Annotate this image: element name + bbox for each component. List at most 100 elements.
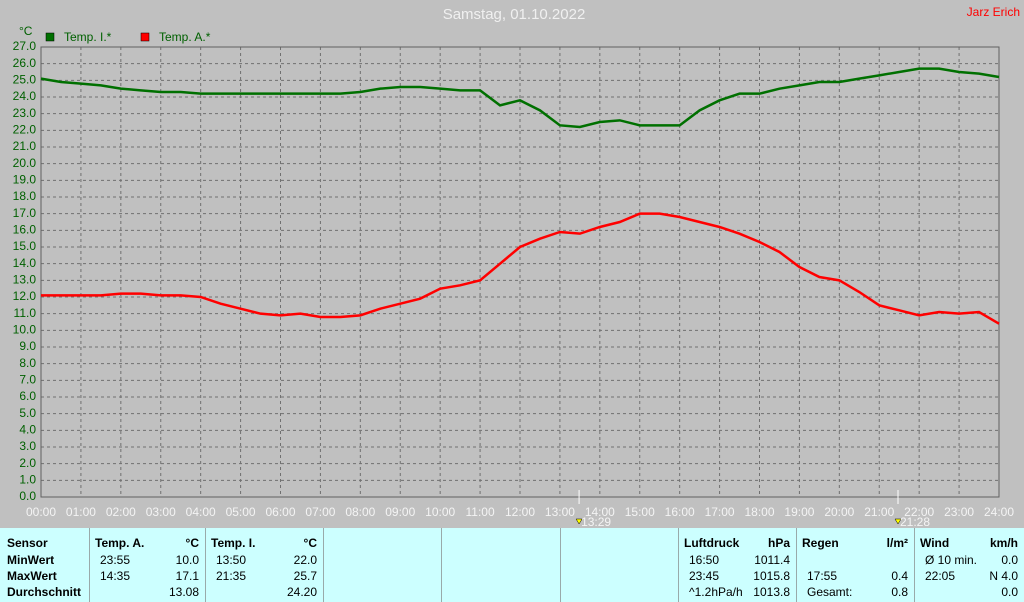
row-label: Durchschnitt bbox=[7, 585, 82, 599]
x-tick-label: 04:00 bbox=[186, 505, 216, 519]
x-tick-label: 10:00 bbox=[425, 505, 455, 519]
y-tick-label: 3.0 bbox=[19, 439, 36, 453]
x-tick-label: 22:00 bbox=[904, 505, 934, 519]
y-tick-label: 12.0 bbox=[13, 289, 37, 303]
cell-value: 22.0 bbox=[293, 553, 317, 567]
x-tick-label: 05:00 bbox=[226, 505, 256, 519]
column-divider bbox=[914, 528, 915, 602]
x-tick-label: 08:00 bbox=[345, 505, 375, 519]
cell-value: 1015.8 bbox=[753, 569, 790, 583]
cell-time: 23:55 bbox=[100, 553, 131, 567]
cell-time: Gesamt: bbox=[807, 585, 853, 599]
row-label: MaxWert bbox=[7, 569, 57, 583]
x-tick-label: 24:00 bbox=[984, 505, 1014, 519]
author: Jarz Erich bbox=[967, 5, 1020, 19]
x-tick-label: 23:00 bbox=[944, 505, 974, 519]
y-tick-label: 24.0 bbox=[13, 89, 37, 103]
y-tick-label: 13.0 bbox=[13, 273, 37, 287]
panel-unit: hPa bbox=[767, 536, 790, 550]
legend-swatch bbox=[45, 32, 55, 42]
y-tick-label: 22.0 bbox=[13, 123, 37, 137]
cell-value: 1011.4 bbox=[754, 553, 790, 567]
y-tick-label: 2.0 bbox=[19, 456, 36, 470]
marker-icon bbox=[894, 518, 902, 525]
x-tick-label: 14:00 bbox=[585, 505, 615, 519]
x-tick-label: 21:00 bbox=[864, 505, 894, 519]
series-line bbox=[40, 67, 1000, 129]
cell-value: 24.20 bbox=[286, 585, 317, 599]
y-tick-label: 8.0 bbox=[19, 356, 36, 370]
cell-time: 13:50 bbox=[216, 553, 247, 567]
y-tick-label: 7.0 bbox=[19, 373, 36, 387]
cell-value: 0.0 bbox=[1001, 553, 1018, 567]
legend-label: Temp. I.* bbox=[64, 30, 112, 44]
stats-table: Sensor MinWert MaxWert Durchschnitt Temp. A.… bbox=[0, 528, 1024, 602]
row-label: MinWert bbox=[7, 553, 55, 567]
x-tick-label: 15:00 bbox=[625, 505, 655, 519]
x-tick-label: 02:00 bbox=[106, 505, 136, 519]
panel-header: Luftdruck bbox=[684, 536, 740, 550]
cell-time: 14:35 bbox=[100, 569, 131, 583]
y-tick-label: 17.0 bbox=[13, 206, 37, 220]
y-tick-label: 15.0 bbox=[13, 239, 37, 253]
x-tick-label: 01:00 bbox=[66, 505, 96, 519]
cell-time: 22:05 bbox=[925, 569, 956, 583]
cell-value: 17.1 bbox=[175, 569, 199, 583]
y-tick-label: 19.0 bbox=[13, 173, 37, 187]
y-axis-label: °C bbox=[19, 24, 33, 38]
cell-time: 16:50 bbox=[689, 553, 720, 567]
y-tick-label: 9.0 bbox=[19, 339, 36, 353]
y-tick-label: 4.0 bbox=[19, 423, 36, 437]
column-divider bbox=[441, 528, 442, 602]
marker-label: 21:28 bbox=[900, 515, 930, 528]
cell-time: Ø 10 min. bbox=[925, 553, 978, 567]
column-divider bbox=[678, 528, 679, 602]
x-tick-label: 09:00 bbox=[385, 505, 415, 519]
x-tick-label: 12:00 bbox=[505, 505, 535, 519]
panel-header: Temp. I. bbox=[211, 536, 256, 550]
panel-header: Temp. A. bbox=[95, 536, 145, 550]
panel-header: Wind bbox=[920, 536, 950, 550]
cell-value: 0.4 bbox=[891, 569, 908, 583]
x-tick-label: 20:00 bbox=[824, 505, 854, 519]
x-tick-label: 13:00 bbox=[545, 505, 575, 519]
panel-unit: °C bbox=[185, 536, 199, 550]
y-tick-label: 23.0 bbox=[13, 106, 37, 120]
cell-time: 21:35 bbox=[216, 569, 247, 583]
chart-title: Samstag, 01.10.2022 bbox=[443, 6, 586, 23]
cell-time: 23:45 bbox=[689, 569, 720, 583]
y-tick-label: 16.0 bbox=[13, 223, 37, 237]
x-tick-label: 11:00 bbox=[466, 505, 495, 519]
y-tick-label: 0.0 bbox=[19, 489, 36, 503]
y-tick-label: 21.0 bbox=[13, 139, 37, 153]
cell-value: 13.08 bbox=[168, 585, 199, 599]
marker-icon bbox=[575, 518, 583, 525]
chart: Samstag, 01.10.2022 Jarz Erich °C 0.0 1.0… bbox=[13, 5, 1020, 528]
plot-border bbox=[40, 46, 1000, 498]
column-divider bbox=[205, 528, 206, 602]
row-label: Sensor bbox=[7, 536, 48, 550]
column-divider bbox=[323, 528, 324, 602]
column-divider bbox=[796, 528, 797, 602]
x-tick-label: 06:00 bbox=[265, 505, 295, 519]
panel-header: Regen bbox=[802, 536, 839, 550]
y-tick-label: 1.0 bbox=[19, 473, 36, 487]
cell-time: ^1.2hPa/h bbox=[689, 585, 743, 599]
panel-unit: l/m² bbox=[886, 536, 908, 550]
y-tick-label: 5.0 bbox=[19, 406, 36, 420]
legend-label: Temp. A.* bbox=[159, 30, 211, 44]
y-tick-label: 27.0 bbox=[13, 39, 37, 53]
panel-unit: km/h bbox=[989, 536, 1018, 550]
x-tick-label: 17:00 bbox=[705, 505, 735, 519]
y-tick-label: 6.0 bbox=[19, 389, 36, 403]
panel-unit: °C bbox=[303, 536, 317, 550]
cell-value: 10.0 bbox=[175, 553, 199, 567]
y-tick-label: 10.0 bbox=[13, 323, 37, 337]
cell-value: 0.8 bbox=[891, 585, 908, 599]
cell-time: 17:55 bbox=[807, 569, 838, 583]
y-tick-label: 25.0 bbox=[13, 73, 37, 87]
column-divider bbox=[89, 528, 90, 602]
legend-swatch bbox=[140, 32, 150, 42]
x-tick-label: 19:00 bbox=[784, 505, 814, 519]
